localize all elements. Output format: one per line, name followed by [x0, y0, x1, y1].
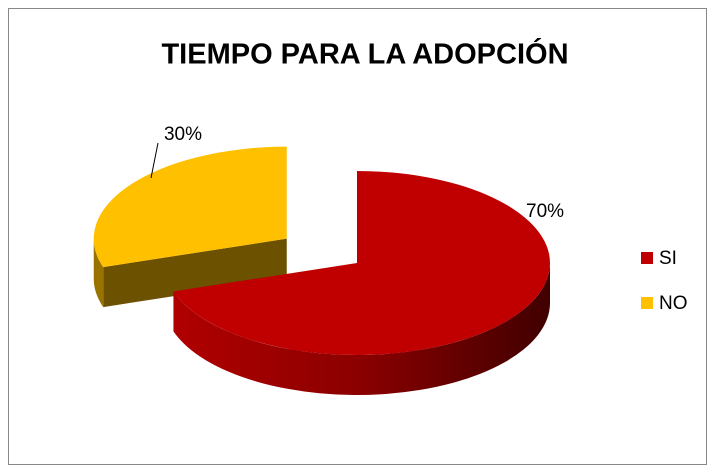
legend-label: NO — [659, 293, 688, 314]
slice-top — [93, 146, 287, 268]
data-label: 70% — [526, 201, 564, 222]
legend-label: SI — [659, 248, 677, 269]
legend-swatch — [641, 252, 653, 264]
data-label: 30% — [164, 124, 202, 145]
chart-title: TIEMPO PARA LA ADOPCIÓN — [161, 37, 568, 71]
slice-side — [93, 238, 104, 308]
slice-face — [103, 238, 287, 308]
pie-slice — [93, 146, 287, 308]
slice-side — [173, 263, 550, 395]
leader-line — [150, 142, 159, 179]
slice-top — [173, 170, 550, 355]
legend-swatch — [641, 297, 653, 309]
pie-slice — [173, 170, 550, 395]
